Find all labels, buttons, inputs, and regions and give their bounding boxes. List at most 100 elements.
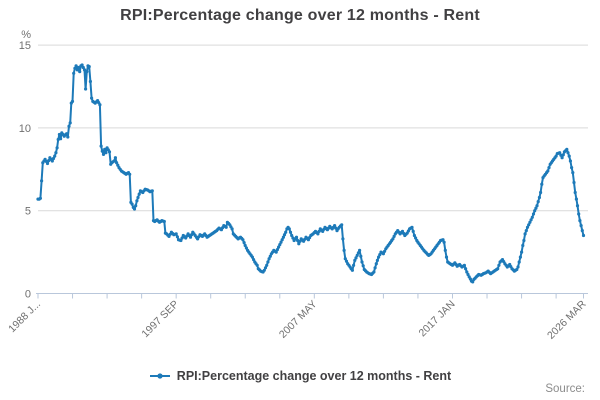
- data-point: [230, 227, 234, 231]
- legend-label: RPI:Percentage change over 12 months - R…: [176, 369, 452, 383]
- data-point: [527, 223, 531, 227]
- data-point: [441, 238, 445, 242]
- data-point: [521, 243, 525, 248]
- data-point: [179, 238, 183, 243]
- data-point: [115, 161, 119, 165]
- data-point: [294, 235, 299, 239]
- data-point: [224, 225, 228, 229]
- x-tick-label: 1997 SEP: [139, 298, 181, 340]
- data-point: [524, 229, 528, 233]
- data-point: [107, 150, 112, 154]
- data-point: [81, 65, 85, 70]
- data-point: [565, 147, 569, 151]
- data-point: [55, 146, 59, 150]
- data-point: [279, 240, 283, 244]
- legend-line-marker-icon: [149, 373, 170, 379]
- data-point: [262, 268, 266, 272]
- data-point: [517, 260, 521, 264]
- x-tick-label: 2017 JAN: [417, 298, 458, 339]
- data-point: [75, 68, 79, 72]
- data-point: [281, 235, 285, 239]
- data-point: [342, 248, 346, 252]
- data-point: [383, 249, 387, 253]
- data-point: [539, 190, 543, 195]
- data-point: [243, 243, 247, 248]
- data-point: [518, 255, 523, 259]
- data-point: [343, 257, 347, 261]
- y-tick-label: 10: [19, 123, 31, 135]
- data-point: [244, 246, 248, 250]
- data-point: [67, 124, 71, 128]
- data-point: [87, 65, 91, 69]
- data-point: [375, 258, 379, 262]
- y-tick-label: 5: [25, 206, 31, 218]
- data-point: [529, 218, 533, 222]
- data-point: [54, 151, 58, 155]
- data-point: [76, 65, 81, 70]
- data-point: [358, 248, 362, 252]
- data-point: [190, 233, 194, 237]
- data-point: [316, 232, 320, 236]
- data-point: [581, 233, 586, 238]
- data-point: [284, 230, 288, 234]
- data-point: [580, 229, 584, 233]
- data-point: [523, 232, 527, 236]
- data-point: [392, 234, 396, 238]
- data-point: [116, 163, 120, 167]
- data-point: [263, 266, 268, 270]
- rent-series-line: [38, 64, 585, 283]
- data-point: [74, 64, 78, 68]
- data-point: [372, 270, 376, 274]
- data-point: [98, 103, 102, 107]
- data-point: [340, 223, 344, 227]
- data-point: [515, 267, 519, 272]
- data-point: [497, 263, 501, 267]
- data-point: [373, 266, 377, 270]
- data-point: [287, 227, 291, 231]
- data-point: [571, 171, 575, 175]
- data-point: [361, 264, 365, 268]
- legend-item-rent[interactable]: RPI:Percentage change over 12 months - R…: [149, 369, 451, 383]
- data-point: [180, 236, 184, 240]
- x-tick-label: 2026 MAR: [545, 298, 589, 342]
- data-point: [134, 204, 138, 208]
- data-point: [359, 254, 363, 258]
- data-point: [566, 151, 570, 155]
- data-point: [88, 79, 92, 84]
- data-point: [530, 215, 534, 219]
- data-point: [333, 224, 337, 228]
- data-point: [282, 233, 287, 237]
- y-tick-label: 0: [25, 289, 31, 301]
- data-point: [241, 238, 245, 242]
- data-point: [66, 135, 70, 139]
- data-point: [113, 156, 117, 160]
- data-point: [242, 241, 246, 245]
- data-point: [132, 207, 137, 211]
- data-point: [570, 166, 574, 170]
- data-point: [68, 121, 72, 125]
- data-point: [525, 225, 530, 229]
- data-point: [444, 255, 449, 259]
- data-point: [354, 256, 358, 260]
- data-point: [57, 132, 62, 137]
- data-point: [130, 202, 134, 206]
- data-point: [464, 267, 468, 271]
- data-point: [128, 172, 132, 176]
- data-point: [45, 161, 50, 166]
- data-point: [255, 263, 259, 267]
- data-point: [99, 144, 103, 148]
- data-point: [554, 154, 558, 158]
- data-point: [578, 219, 582, 223]
- data-point: [65, 132, 69, 136]
- data-point: [252, 258, 256, 262]
- data-point: [577, 212, 581, 216]
- data-point: [575, 204, 580, 208]
- data-point: [136, 195, 140, 200]
- data-point: [350, 268, 354, 272]
- data-point: [466, 272, 470, 277]
- data-point: [522, 238, 526, 243]
- data-point: [391, 237, 395, 241]
- x-tick-label: 1988 J...: [6, 298, 43, 335]
- data-point: [411, 229, 415, 233]
